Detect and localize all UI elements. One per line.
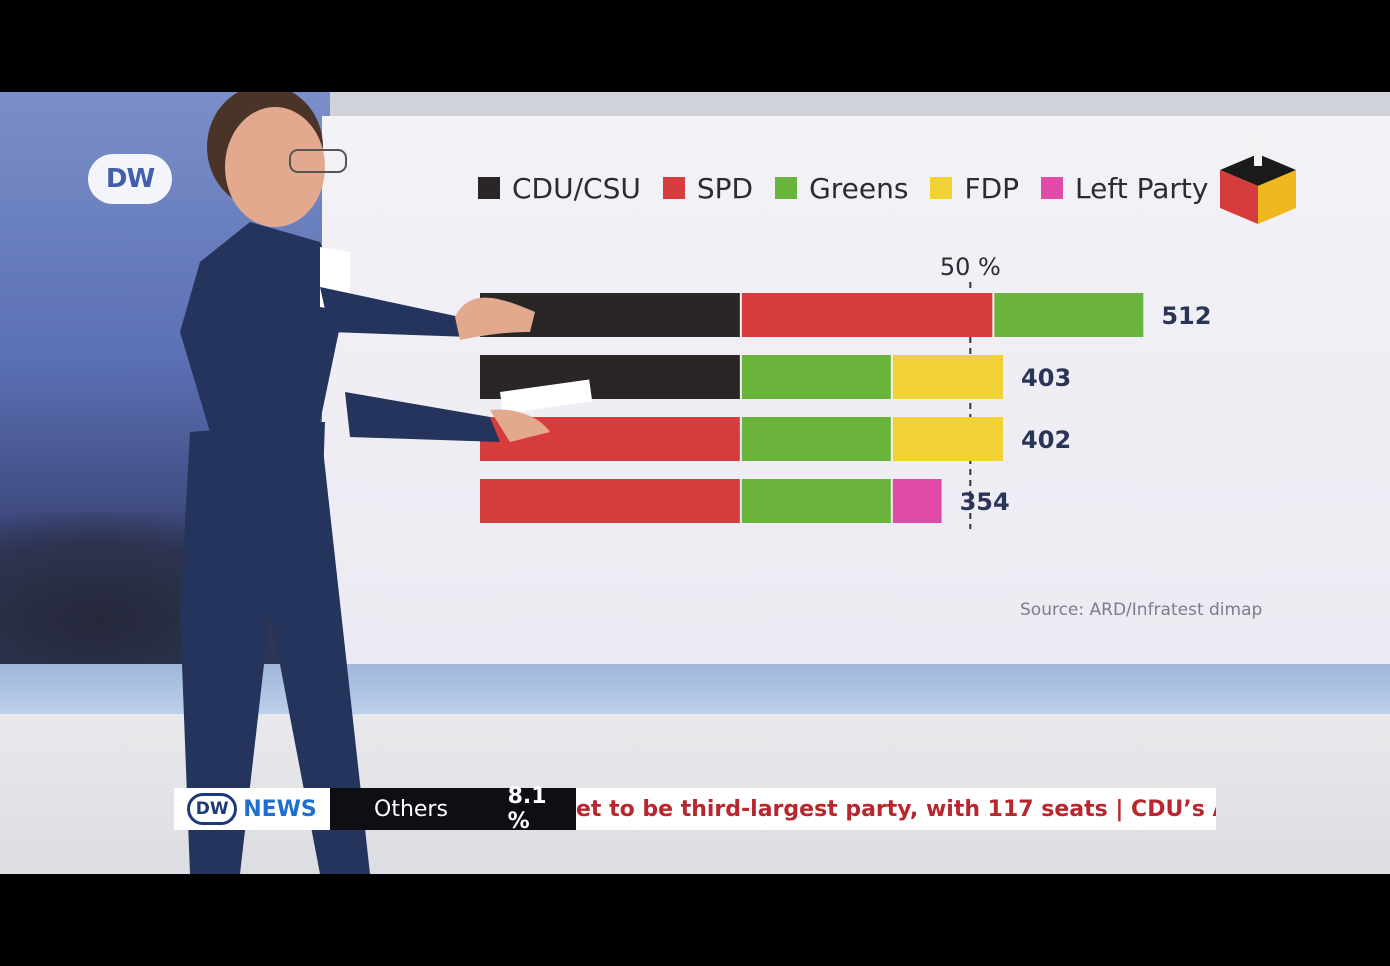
ticker-result-box: Others 8.1 %	[330, 784, 576, 834]
ticker-brand: DW NEWS	[174, 788, 330, 830]
bar-total-label: 512	[1161, 302, 1211, 330]
ticker-category: Others	[374, 796, 448, 822]
legend-label: FDP	[964, 171, 1020, 205]
bar-total-label: 402	[1021, 426, 1071, 454]
ballot-box-icon	[1220, 136, 1296, 224]
presenter-figure	[180, 92, 593, 874]
bar-segment	[741, 479, 891, 523]
bar-segment	[741, 293, 993, 337]
legend-swatch	[478, 177, 500, 199]
bar-total-label: 403	[1021, 364, 1071, 392]
legend-item: SPD	[662, 171, 754, 205]
bar-segment	[741, 355, 891, 399]
legend-item: Greens	[775, 172, 908, 205]
coalition-bar-chart: 50 % 512 403 402 354	[480, 253, 1211, 529]
legend-label: CDU/CSU	[512, 171, 641, 205]
legend-label: SPD	[696, 171, 754, 205]
legend-swatch	[775, 177, 798, 199]
news-ticker: DW NEWS Others 8.1 % et to be third-larg…	[174, 784, 1216, 834]
legend-label: Greens	[809, 171, 909, 205]
legend-swatch	[1041, 177, 1064, 199]
bar-total-label: 354	[960, 488, 1010, 516]
ticker-news-label: NEWS	[243, 796, 317, 822]
ticker-value: 8.1 %	[507, 784, 547, 834]
bar-segment	[741, 417, 891, 461]
legend-item: Left Party	[1041, 172, 1208, 205]
broadcast-frame: DW CDU/CSU SPD Greens FDP Left Party 50 % 512…	[0, 92, 1390, 874]
chart-source: Source: ARD/Infratest dimap	[1020, 600, 1263, 620]
ticker-headline: et to be third-largest party, with 117 s…	[576, 796, 1216, 822]
ticker-headline-box: et to be third-largest party, with 117 s…	[576, 788, 1216, 830]
bar-segment	[892, 417, 1004, 461]
dw-logo: DW	[88, 154, 172, 204]
legend-item: CDU/CSU	[478, 172, 641, 205]
chart-legend: CDU/CSU SPD Greens FDP Left Party	[478, 166, 1208, 210]
legend-swatch	[662, 177, 685, 199]
legend-swatch	[930, 177, 953, 199]
legend-label: Left Party	[1075, 171, 1209, 205]
dw-news-logo: DW	[187, 793, 238, 825]
bar-segment	[892, 479, 942, 523]
legend-item: FDP	[930, 172, 1019, 205]
majority-threshold-label: 50 %	[940, 253, 1001, 281]
bar-segment	[994, 293, 1144, 337]
bar-segment	[892, 355, 1004, 399]
bar-segment	[480, 479, 740, 523]
